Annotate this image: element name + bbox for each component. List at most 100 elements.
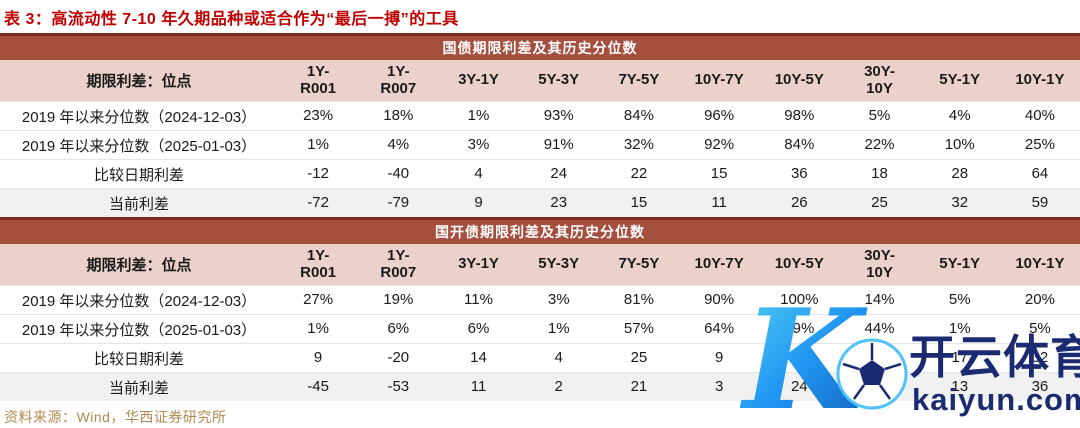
- cell-value: 9: [714, 348, 724, 366]
- column-header-cell: 10Y-7Y: [694, 255, 744, 273]
- cell-value: 25%: [1024, 135, 1055, 153]
- table-row: 当前利差 -72 -79 9 23 15 11 26 25 32 59: [0, 188, 1080, 217]
- cell-value: 3%: [467, 135, 490, 153]
- cell-value: 59: [1031, 193, 1049, 211]
- column-header-cell: 3Y-1Y: [458, 71, 499, 89]
- column-header-cell: 3Y-1Y: [458, 255, 499, 273]
- row-label: 比较日期利差: [93, 350, 184, 368]
- row-label: 2019 年以来分位数（2024-12-03）: [21, 108, 257, 126]
- cell-value: 32: [951, 193, 969, 211]
- cell-value: 1%: [307, 135, 329, 153]
- cell-value: 28: [951, 164, 969, 182]
- cell-value: 92%: [704, 135, 735, 153]
- cell-value: 13: [951, 377, 969, 395]
- cell-value: 98%: [784, 106, 815, 124]
- cell-value: 59%: [784, 319, 815, 337]
- cell-value: 27%: [303, 290, 334, 308]
- cell-value: -53: [387, 377, 410, 395]
- cell-value: 24: [790, 377, 808, 395]
- cell-value: 10%: [944, 135, 975, 153]
- cell-value: 34: [790, 348, 808, 366]
- cell-value: 64%: [704, 319, 735, 337]
- column-header-cell: 5Y-3Y: [538, 255, 580, 273]
- cell-value: 11%: [464, 290, 493, 308]
- column-header-row: 期限利差：位点 1Y- R001 1Y- R007 3Y-1Y 5Y-3Y 7Y-5Y 10…: [0, 60, 1080, 101]
- cell-value: 15: [630, 193, 648, 211]
- cell-value: 1%: [307, 319, 329, 337]
- row-label: 2019 年以来分位数（2024-12-03）: [21, 292, 257, 310]
- table-row: 2019 年以来分位数（2024-12-03） 27% 19% 11% 3% 81% 90%…: [0, 285, 1080, 314]
- cell-value: 1%: [467, 106, 490, 124]
- cell-value: 25: [871, 193, 888, 211]
- row-label: 2019 年以来分位数（2025-01-03）: [21, 137, 257, 155]
- cell-value: 5%: [948, 290, 971, 308]
- cell-value: 3%: [547, 290, 570, 308]
- cell-value: 40%: [1024, 106, 1055, 124]
- page-title: 表 3：高流动性 7-10 年久期品种或适合作为“最后一搏”的工具: [4, 11, 459, 28]
- cell-value: 100%: [780, 290, 819, 308]
- column-header-cell: 1Y- R001: [300, 246, 337, 281]
- column-header-cell: 5Y-1Y: [939, 71, 981, 89]
- row-label: 当前利差: [108, 379, 169, 397]
- table-section-cdb: 国开债期限利差及其历史分位数 期限利差：位点 1Y- R001 1Y- R007 3Y…: [0, 217, 1080, 401]
- corner-header-cell: 期限利差：位点: [86, 73, 192, 90]
- cell-value: 19%: [383, 290, 414, 308]
- column-header-cell: 10Y-5Y: [774, 71, 824, 89]
- cell-value: 26: [790, 193, 808, 211]
- cell-value: 5%: [868, 106, 891, 124]
- cell-value: -72: [307, 193, 329, 211]
- cell-value: 14%: [864, 290, 895, 308]
- table-body: 2019 年以来分位数（2024-12-03） 27% 19% 11% 3% 81% 90%…: [0, 285, 1080, 401]
- cell-value: 90%: [704, 290, 735, 308]
- cell-value: 6%: [467, 319, 490, 337]
- cell-value: -12: [307, 164, 329, 182]
- table-row: 比较日期利差 9 -20 14 4 25 9 34 16 17 32: [0, 343, 1080, 372]
- column-header-cell: 5Y-3Y: [538, 71, 580, 89]
- cell-value: 32%: [623, 135, 654, 153]
- cell-value: 1%: [948, 319, 971, 337]
- cell-value: 15: [710, 164, 728, 182]
- cell-value: 17: [951, 348, 969, 366]
- cell-value: 21: [630, 377, 648, 395]
- cell-value: 22%: [864, 135, 895, 153]
- cell-value: 11: [470, 377, 487, 395]
- table-row: 2019 年以来分位数（2025-01-03） 1% 4% 3% 91% 32% 92% 84…: [0, 130, 1080, 159]
- cell-value: 1%: [547, 319, 570, 337]
- cell-value: 36: [790, 164, 808, 182]
- column-header-row: 期限利差：位点 1Y- R001 1Y- R007 3Y-1Y 5Y-3Y 7Y-5Y 10…: [0, 244, 1080, 285]
- cell-value: 4%: [387, 135, 410, 153]
- row-label: 2019 年以来分位数（2025-01-03）: [21, 321, 257, 339]
- column-header-cell: 5Y-1Y: [939, 255, 981, 273]
- column-header-cell: 10Y-1Y: [1015, 71, 1065, 89]
- cell-value: 4%: [948, 106, 971, 124]
- cell-value: 14: [470, 348, 487, 366]
- column-header-cell: 1Y- R007: [380, 246, 417, 281]
- corner-header-cell: 期限利差：位点: [86, 257, 192, 274]
- column-header-cell: 1Y- R007: [380, 62, 417, 97]
- table-row: 2019 年以来分位数（2025-01-03） 1% 6% 6% 1% 57% 64% 59%…: [0, 314, 1080, 343]
- cell-value: -40: [387, 164, 410, 182]
- cell-value: -20: [387, 348, 410, 366]
- cell-value: 84%: [623, 106, 654, 124]
- cell-value: 84%: [784, 135, 815, 153]
- cell-value: 96%: [704, 106, 735, 124]
- cell-value: -45: [307, 377, 329, 395]
- cell-value: 93%: [543, 106, 574, 124]
- cell-value: 24: [550, 164, 568, 182]
- cell-value: 57%: [623, 319, 654, 337]
- cell-value: 27: [871, 377, 888, 395]
- cell-value: 3: [714, 377, 724, 395]
- table-body: 2019 年以来分位数（2024-12-03） 23% 18% 1% 93% 84% 96%…: [0, 101, 1080, 217]
- cell-value: 5%: [1029, 319, 1051, 337]
- cell-value: 11: [711, 193, 727, 211]
- column-header-cell: 10Y-7Y: [694, 71, 744, 89]
- table-section-treasury: 国债期限利差及其历史分位数 期限利差：位点 1Y- R001 1Y- R007 3Y-…: [0, 33, 1080, 217]
- cell-value: 25: [630, 348, 648, 366]
- table-header-band: 国债期限利差及其历史分位数: [0, 33, 1080, 60]
- cell-value: 18%: [383, 106, 414, 124]
- row-label: 当前利差: [108, 195, 169, 213]
- cell-value: 2: [554, 377, 563, 395]
- cell-value: 20%: [1024, 290, 1055, 308]
- column-header-cell: 30Y- 10Y: [864, 246, 895, 281]
